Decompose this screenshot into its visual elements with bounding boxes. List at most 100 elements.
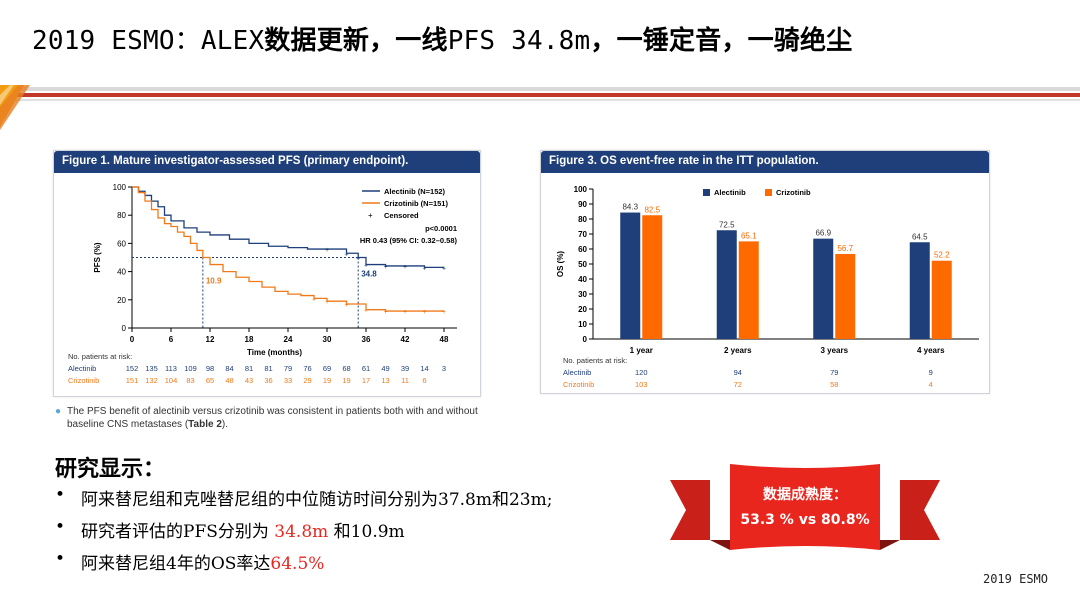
maturity-banner: 数据成熟度： 53.3 % vs 80.8%: [670, 462, 940, 554]
bar-value-label: 82.5: [644, 205, 660, 214]
os-bar-chart: 0 10 20 30 40 50 60 70 80 90 100 OS (%) 1 year 84.3 82…: [556, 185, 979, 389]
risk-cell: 17: [362, 376, 370, 385]
censor-mark: +: [442, 309, 446, 316]
bar: [909, 242, 930, 339]
bar-value-label: 66.9: [815, 229, 831, 238]
bar-value-label: 65.1: [741, 231, 757, 240]
y-tick-label: 60: [117, 239, 126, 248]
hazard-ratio: HR 0.43 (95% CI: 0.32–0.58): [360, 236, 458, 245]
bar-value-label: 52.2: [934, 251, 950, 260]
risk-cell: 109: [184, 364, 197, 373]
finding-highlight: 34.8m: [274, 522, 329, 542]
risk-cell: 36: [264, 376, 272, 385]
y-tick-label: 20: [117, 296, 126, 305]
censor-mark: +: [344, 251, 348, 258]
y-tick-label: 90: [578, 200, 587, 209]
censor-mark: +: [403, 264, 407, 271]
bar: [813, 238, 834, 339]
findings-heading: 研究显示：: [55, 457, 166, 482]
risk-cell: 43: [245, 376, 253, 385]
bar-value-label: 64.5: [912, 232, 928, 241]
risk-cell: 58: [830, 380, 838, 389]
censor-mark: +: [403, 309, 407, 316]
risk-table-label: No. patients at risk:: [563, 356, 627, 365]
legend-swatch: [765, 189, 772, 196]
risk-cell: 49: [381, 364, 389, 373]
finding-text: 阿来替尼组和克唑替尼组的中位随访时间分别为37.8m和23m;: [81, 490, 553, 510]
note-text-2: ).: [221, 419, 228, 430]
y-axis-label: PFS (%): [93, 242, 102, 273]
title-mid: PFS 34.8m: [447, 26, 591, 56]
legend-crizotinib: Crizotinib (N=151): [384, 199, 448, 208]
slide-title: 2019 ESMO：ALEX数据更新，一线PFS 34.8m，一锤定音，一骑绝尘: [32, 20, 852, 57]
risk-cell: 11: [401, 376, 409, 385]
risk-cell: 61: [362, 364, 370, 373]
x-tick-label: 36: [362, 335, 371, 344]
bar: [642, 215, 663, 339]
y-tick-label: 0: [122, 324, 127, 333]
y-tick-label: 0: [583, 335, 588, 344]
p-value: p<0.0001: [425, 224, 457, 233]
risk-cell: 81: [264, 364, 272, 373]
figure3-panel: Figure 3. OS event-free rate in the ITT …: [540, 150, 990, 394]
legend-censored: Censored: [384, 211, 419, 220]
x-tick-label: 1 year: [630, 346, 653, 355]
bar-value-label: 84.3: [622, 203, 638, 212]
bar: [620, 212, 641, 339]
risk-cell: 68: [342, 364, 350, 373]
legend-label: Crizotinib: [776, 188, 811, 197]
risk-cell: 79: [830, 368, 838, 377]
censor-mark: +: [364, 263, 368, 270]
bar: [931, 260, 952, 339]
title-bold-1: 数据更新，一线: [264, 26, 448, 56]
y-tick-label: 80: [117, 211, 126, 220]
y-tick-label: 20: [578, 305, 587, 314]
risk-cell: 19: [342, 376, 350, 385]
legend-censor-icon: +: [368, 211, 373, 220]
risk-cell: 3: [442, 364, 446, 373]
censor-mark: +: [383, 264, 387, 271]
risk-row-name-crizotinib: Crizotinib: [68, 376, 99, 385]
risk-cell: 81: [245, 364, 253, 373]
risk-row-name-alectinib: Alectinib: [563, 368, 591, 377]
risk-cell: 72: [734, 380, 742, 389]
censor-mark: +: [312, 296, 316, 303]
risk-cell: 135: [145, 364, 158, 373]
bar: [716, 230, 737, 339]
y-tick-label: 10: [578, 320, 587, 329]
x-tick-label: 3 years: [820, 346, 848, 355]
finding-item: • 研究者评估的PFS分别为 34.8m 和10.9m: [55, 517, 552, 549]
footer-source: 2019 ESMO: [982, 572, 1048, 586]
censor-mark: +: [383, 309, 387, 316]
y-axis-label: OS (%): [556, 251, 565, 278]
figure3-heading: Figure 3. OS event-free rate in the ITT …: [541, 151, 989, 173]
risk-cell: 9: [929, 368, 933, 377]
risk-cell: 14: [420, 364, 428, 373]
y-tick-label: 80: [578, 215, 587, 224]
risk-cell: 29: [303, 376, 311, 385]
x-tick-label: 42: [401, 335, 410, 344]
y-tick-label: 50: [578, 260, 587, 269]
risk-row-name-alectinib: Alectinib: [68, 364, 96, 373]
x-tick-label: 0: [130, 335, 135, 344]
risk-cell: 39: [401, 364, 409, 373]
header-decoration: [0, 85, 1080, 130]
pfs-note: ● The PFS benefit of alectinib versus cr…: [55, 405, 480, 431]
y-tick-label: 40: [578, 275, 587, 284]
risk-cell: 84: [225, 364, 233, 373]
y-tick-label: 40: [117, 268, 126, 277]
y-tick-label: 70: [578, 230, 587, 239]
bullet-icon: •: [55, 517, 66, 537]
bar: [738, 241, 759, 339]
y-tick-label: 100: [574, 185, 588, 194]
finding-text: 研究者评估的PFS分别为: [81, 522, 275, 542]
finding-text: 和10.9m: [328, 522, 405, 542]
median-label-crizotinib: 10.9: [206, 277, 222, 286]
risk-cell: 13: [381, 376, 389, 385]
banner-line-1: 数据成熟度：: [763, 487, 847, 503]
y-tick-label: 100: [113, 183, 127, 192]
x-tick-label: 12: [206, 335, 215, 344]
censor-mark: +: [422, 309, 426, 316]
findings-list: • 阿来替尼组和克唑替尼组的中位随访时间分别为37.8m和23m; • 研究者评估的…: [55, 485, 552, 581]
